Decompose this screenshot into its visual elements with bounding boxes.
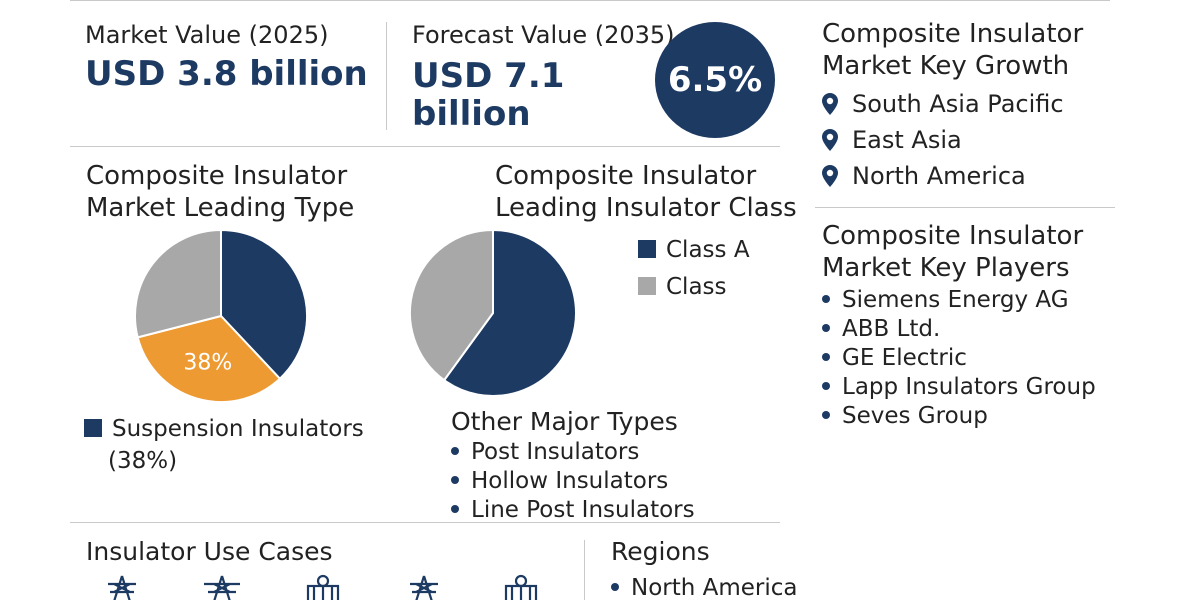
location-pin-icon <box>822 93 838 115</box>
player-item: Siemens Energy AG <box>822 286 1096 315</box>
transmission-tower-icon <box>410 575 438 600</box>
type-pie-chart: 38% <box>134 228 308 403</box>
class-legend-item: Class <box>638 272 727 302</box>
regions-title: Regions <box>611 537 710 566</box>
forecast-value-line2: billion <box>412 94 531 134</box>
player-label: ABB Ltd. <box>842 316 941 342</box>
transmission-tower-icon <box>204 575 240 600</box>
region-item: North America <box>611 574 798 600</box>
substation-icon <box>306 574 340 600</box>
use-cases-title: Insulator Use Cases <box>86 537 333 566</box>
growth-region-label: East Asia <box>852 126 962 154</box>
class-chart-title-line2: Leading Insulator Class <box>495 193 797 223</box>
player-item: GE Electric <box>822 344 1096 373</box>
bullet-icon <box>822 294 830 303</box>
pie-slice-suspension-insulators <box>220 228 308 381</box>
pie-slice-gray <box>134 228 222 339</box>
legend-swatch <box>638 239 656 258</box>
type-chart-title-line2: Market Leading Type <box>86 193 355 223</box>
growth-region-item: South Asia Pacific <box>822 86 1064 122</box>
bullet-icon <box>822 323 830 332</box>
top-divider <box>70 0 1110 1</box>
bullet-icon <box>822 381 830 390</box>
player-label: GE Electric <box>842 345 967 371</box>
bullet-icon <box>451 504 459 513</box>
type-legend-line1: Suspension Insulators <box>112 416 364 442</box>
bullet-icon <box>451 446 459 455</box>
player-item: Seves Group <box>822 402 1096 431</box>
class-legend-label: Class A <box>666 237 750 263</box>
bullet-icon <box>451 475 459 484</box>
forecast-value-line1: USD 7.1 <box>412 56 565 96</box>
pie-slice-class <box>409 228 494 382</box>
bullet-icon <box>611 582 619 591</box>
other-types-title: Other Major Types <box>451 407 678 436</box>
other-type-item: Line Post Insulators <box>451 496 695 525</box>
players-title-line2: Market Key Players <box>822 253 1070 283</box>
growth-region-label: North America <box>852 162 1026 190</box>
location-pin-icon <box>822 129 838 151</box>
bottom-vertical-divider <box>584 540 585 600</box>
type-legend-line2: (38%) <box>108 448 178 474</box>
bottom-divider <box>70 522 780 523</box>
pie-slice-class-a <box>442 228 577 397</box>
pie-slice-orange <box>136 314 282 403</box>
substation-icon <box>504 574 538 600</box>
pie-slice-label: 38% <box>183 350 232 375</box>
growth-title-line2: Market Key Growth <box>822 51 1070 81</box>
player-label: Lapp Insulators Group <box>842 374 1096 400</box>
growth-region-item: East Asia <box>822 122 1064 158</box>
regions-list: North America <box>611 574 798 600</box>
player-label: Seves Group <box>842 403 988 429</box>
region-label: North America <box>631 575 798 600</box>
location-pin-icon <box>822 165 838 187</box>
type-chart-legend: Suspension Insulators <box>84 414 364 444</box>
other-type-item: Post Insulators <box>451 438 695 467</box>
class-chart-title-line1: Composite Insulator <box>495 161 757 191</box>
forecast-value-label: Forecast Value (2035) <box>412 21 675 49</box>
player-item: Lapp Insulators Group <box>822 373 1096 402</box>
legend-swatch <box>84 418 102 437</box>
growth-title-line1: Composite Insulator <box>822 19 1084 49</box>
class-pie-chart <box>409 228 577 397</box>
other-type-label: Post Insulators <box>471 439 640 465</box>
player-label: Siemens Energy AG <box>842 287 1069 313</box>
stats-vertical-divider <box>386 22 387 130</box>
cagr-badge: 6.5% <box>655 22 775 138</box>
type-chart-title-line1: Composite Insulator <box>86 161 348 191</box>
other-type-label: Hollow Insulators <box>471 468 669 494</box>
player-item: ABB Ltd. <box>822 315 1096 344</box>
class-legend-label: Class <box>666 274 727 300</box>
growth-region-label: South Asia Pacific <box>852 90 1064 118</box>
growth-region-item: North America <box>822 158 1064 194</box>
other-type-item: Hollow Insulators <box>451 467 695 496</box>
use-cases-icon-row <box>0 572 580 600</box>
class-legend-item: Class A <box>638 235 750 265</box>
stats-divider <box>70 146 780 147</box>
players-list: Siemens Energy AG ABB Ltd. GE Electric L… <box>822 286 1096 431</box>
legend-swatch <box>638 276 656 295</box>
players-title-line1: Composite Insulator <box>822 221 1084 251</box>
market-value: USD 3.8 billion <box>85 54 368 94</box>
growth-region-list: South Asia Pacific East Asia North Ameri… <box>822 86 1064 194</box>
other-types-list: Post Insulators Hollow Insulators Line P… <box>451 438 695 525</box>
bullet-icon <box>822 352 830 361</box>
right-divider <box>815 207 1115 208</box>
other-type-label: Line Post Insulators <box>471 497 695 523</box>
transmission-tower-icon <box>108 575 136 600</box>
bullet-icon <box>822 410 830 419</box>
market-value-label: Market Value (2025) <box>85 21 329 49</box>
